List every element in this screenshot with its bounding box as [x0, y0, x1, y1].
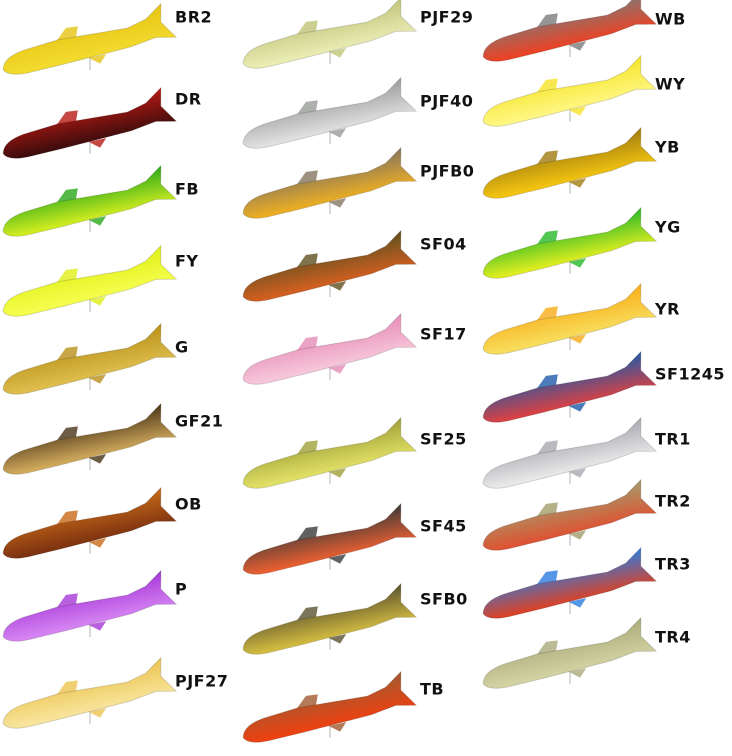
lure-label: SF1245 — [655, 365, 725, 384]
lure-label: SF17 — [420, 325, 467, 344]
lure — [2, 486, 178, 559]
lure — [482, 350, 658, 423]
lure-label: P — [175, 580, 187, 599]
lure-label: GF21 — [175, 412, 223, 431]
lure — [242, 0, 418, 69]
lure — [482, 206, 658, 279]
lure-label: TR2 — [655, 492, 691, 511]
lure — [242, 76, 418, 149]
lure-label: TB — [420, 680, 444, 699]
lure — [242, 670, 418, 743]
lure-label: YG — [654, 218, 681, 237]
lure — [242, 312, 418, 385]
lure — [242, 416, 418, 489]
lure-label: PJF29 — [420, 8, 473, 27]
lure — [482, 478, 658, 551]
lure — [482, 126, 658, 199]
lure-label: TR1 — [655, 430, 691, 449]
lure — [2, 86, 178, 159]
lure — [482, 54, 658, 127]
lure — [482, 282, 658, 355]
lure-label: TR3 — [655, 555, 691, 574]
lure-label: SF04 — [420, 235, 467, 254]
lure — [482, 0, 658, 62]
lure — [2, 244, 178, 317]
lure-label: PJF40 — [420, 92, 473, 111]
lure-label: OB — [175, 495, 202, 514]
lure — [242, 582, 418, 655]
lure — [2, 569, 178, 642]
lure — [242, 146, 418, 219]
lure — [242, 502, 418, 575]
lure — [2, 164, 178, 237]
lure — [2, 656, 178, 729]
lure — [482, 416, 658, 489]
lure-label: BR2 — [175, 8, 212, 27]
lure — [482, 546, 658, 619]
lure-label: PJF27 — [175, 672, 228, 691]
lure-label: YR — [654, 300, 680, 319]
lure — [2, 322, 178, 395]
lure-label: DR — [175, 90, 202, 109]
lure — [2, 402, 178, 475]
lure-label: TR4 — [655, 628, 691, 647]
lure-label: SFB0 — [420, 590, 468, 609]
lure-label: SF25 — [420, 430, 467, 449]
lure-label: PJFB0 — [420, 162, 474, 181]
lure-label: WY — [655, 75, 685, 94]
lure-label: SF45 — [420, 517, 467, 536]
lure-label: FB — [175, 180, 199, 199]
lure — [2, 2, 178, 75]
lure-label: YB — [654, 138, 680, 157]
lure-label: FY — [175, 252, 199, 271]
lure — [482, 616, 658, 689]
lure — [242, 229, 418, 302]
lure-label: WB — [655, 10, 686, 29]
lure-label: G — [175, 338, 189, 357]
